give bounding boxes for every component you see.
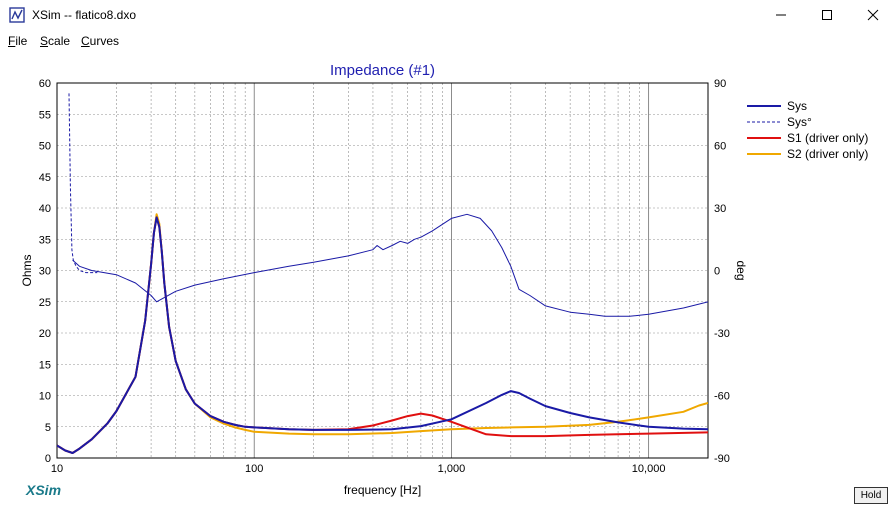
series-line xyxy=(72,213,708,317)
y2-tick-label: -30 xyxy=(714,328,730,340)
x-tick-label: 100 xyxy=(245,463,263,475)
y2-tick-label: 60 xyxy=(714,141,726,153)
menu-curves-accel: C xyxy=(81,34,90,48)
y-tick-label: 5 xyxy=(45,422,51,434)
chart-client-area: 0 5 10 15 20 25 30 35 40 45 50 55 60 -90 -60 -30 0 30 60 90… xyxy=(0,52,896,508)
menu-scale-rest: cale xyxy=(48,34,71,48)
y-tick-label: 25 xyxy=(39,297,51,309)
title-bar: XSim -- flatico8.dxo xyxy=(0,0,896,30)
x-tick-label: 1,000 xyxy=(438,463,466,475)
y2-tick-label: 30 xyxy=(714,203,726,215)
y-tick-label: 20 xyxy=(39,328,51,340)
y-tick-label: 40 xyxy=(39,203,51,215)
y2-tick-label: -60 xyxy=(714,391,730,403)
menu-curves[interactable]: Curves xyxy=(81,34,119,48)
maximize-button[interactable] xyxy=(804,0,850,30)
y-tick-label: 60 xyxy=(39,78,51,90)
series-line xyxy=(57,216,708,454)
y-tick-label: 15 xyxy=(39,359,51,371)
menu-file-rest: ile xyxy=(15,34,28,48)
close-button[interactable] xyxy=(850,0,896,30)
x-tick-label: 10,000 xyxy=(632,463,666,475)
y-tick-label: 45 xyxy=(39,172,51,184)
y-tick-label: 0 xyxy=(45,453,51,465)
y-tick-label: 30 xyxy=(39,266,51,278)
y2-axis-label: deg xyxy=(734,260,748,280)
window-title: XSim -- flatico8.dxo xyxy=(32,8,137,22)
y-axis-label: Ohms xyxy=(20,254,34,286)
maximize-icon xyxy=(822,10,832,20)
y-tick-label: 10 xyxy=(39,391,51,403)
x-axis-label: frequency [Hz] xyxy=(344,483,421,497)
y2-tick-label: 90 xyxy=(714,78,726,90)
chart-title: Impedance (#1) xyxy=(330,62,435,79)
menu-bar: File Scale Curves xyxy=(0,30,896,52)
legend-label: S2 (driver only) xyxy=(787,147,868,161)
legend-label: Sys xyxy=(787,99,807,113)
menu-file-accel: F xyxy=(8,34,16,48)
menu-scale[interactable]: Scale xyxy=(40,34,70,48)
y2-tick-label: -90 xyxy=(714,453,730,465)
minimize-icon xyxy=(776,14,786,16)
plot-frame xyxy=(56,82,709,459)
minimize-button[interactable] xyxy=(758,0,804,30)
legend-label: Sys° xyxy=(787,115,812,129)
y-tick-label: 50 xyxy=(39,141,51,153)
menu-file[interactable]: File xyxy=(8,34,27,48)
xsim-logo: XSim xyxy=(26,482,62,498)
y-tick-label: 55 xyxy=(39,109,51,121)
xsim-app-icon[interactable] xyxy=(9,7,25,23)
series-line xyxy=(68,93,98,274)
legend-label: S1 (driver only) xyxy=(787,131,868,145)
hold-button[interactable]: Hold xyxy=(854,487,888,504)
close-icon xyxy=(867,9,879,21)
menu-curves-rest: urves xyxy=(89,34,120,48)
y-tick-label: 35 xyxy=(39,234,51,246)
menu-scale-accel: S xyxy=(40,34,49,48)
impedance-chart: 0 5 10 15 20 25 30 35 40 45 50 55 60 -90 -60 -30 0 30 60 90… xyxy=(20,62,868,497)
y2-tick-label: 0 xyxy=(714,266,720,278)
x-tick-label: 10 xyxy=(51,463,63,475)
